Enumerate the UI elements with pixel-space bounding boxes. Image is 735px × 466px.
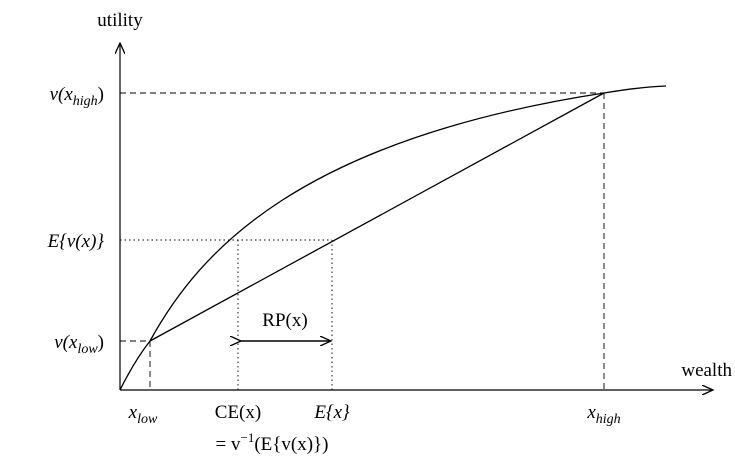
lottery-chord — [149, 92, 605, 342]
x-low-label: xlow — [128, 402, 158, 427]
x-axis-title: wealth — [681, 360, 732, 381]
y-axis-title: utility — [97, 10, 143, 31]
ce-label: CE(x) — [215, 402, 261, 423]
risk-premium-label: RP(x) — [262, 310, 307, 331]
v-high-label: v(xhigh) — [50, 84, 104, 109]
expected-x-label: E{x} — [313, 402, 350, 423]
v-low-label: v(xlow) — [54, 332, 104, 357]
expected-utility-label: E{v(x)} — [47, 231, 105, 252]
utility-curve — [119, 85, 667, 391]
ce-definition-label: = v−1(E{v(x)}) — [216, 430, 329, 455]
x-high-label: xhigh — [586, 402, 620, 427]
